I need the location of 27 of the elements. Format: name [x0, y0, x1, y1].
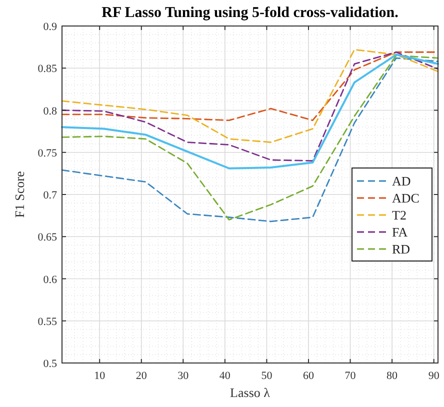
x-tick-label: 40 — [219, 370, 231, 382]
y-tick-label: 0.9 — [43, 21, 58, 33]
x-tick-label: 30 — [178, 370, 190, 382]
y-axis-title: F1 Score — [12, 170, 27, 218]
x-tick-label: 10 — [94, 370, 106, 382]
y-tick-label: 0.7 — [43, 190, 58, 202]
x-tick-label: 80 — [386, 370, 398, 382]
x-tick-label: 90 — [428, 370, 440, 382]
y-tick-label: 0.8 — [43, 105, 58, 118]
y-tick-label: 0.85 — [38, 63, 58, 76]
legend-label: FA — [392, 224, 408, 240]
y-tick-label: 0.6 — [43, 274, 58, 286]
x-tick-label: 20 — [136, 370, 148, 382]
x-tick-label: 70 — [344, 370, 356, 382]
y-tick-label: 0.75 — [38, 147, 58, 160]
y-tick-label: 0.5 — [43, 358, 58, 370]
legend-label: RD — [392, 242, 410, 256]
y-tick-label: 0.55 — [38, 316, 58, 328]
legend-label: T2 — [392, 208, 406, 222]
chart-title: RF Lasso Tuning using 5-fold cross-validation. — [102, 5, 399, 21]
x-tick-label: 50 — [261, 370, 273, 382]
legend-label: ADC — [392, 190, 420, 206]
x-axis-title: Lasso λ — [230, 385, 271, 400]
line-series — [61, 48, 439, 143]
y-tick-label: 0.65 — [38, 232, 58, 244]
x-tick-label: 60 — [302, 370, 314, 382]
legend-label: AD — [392, 174, 411, 188]
